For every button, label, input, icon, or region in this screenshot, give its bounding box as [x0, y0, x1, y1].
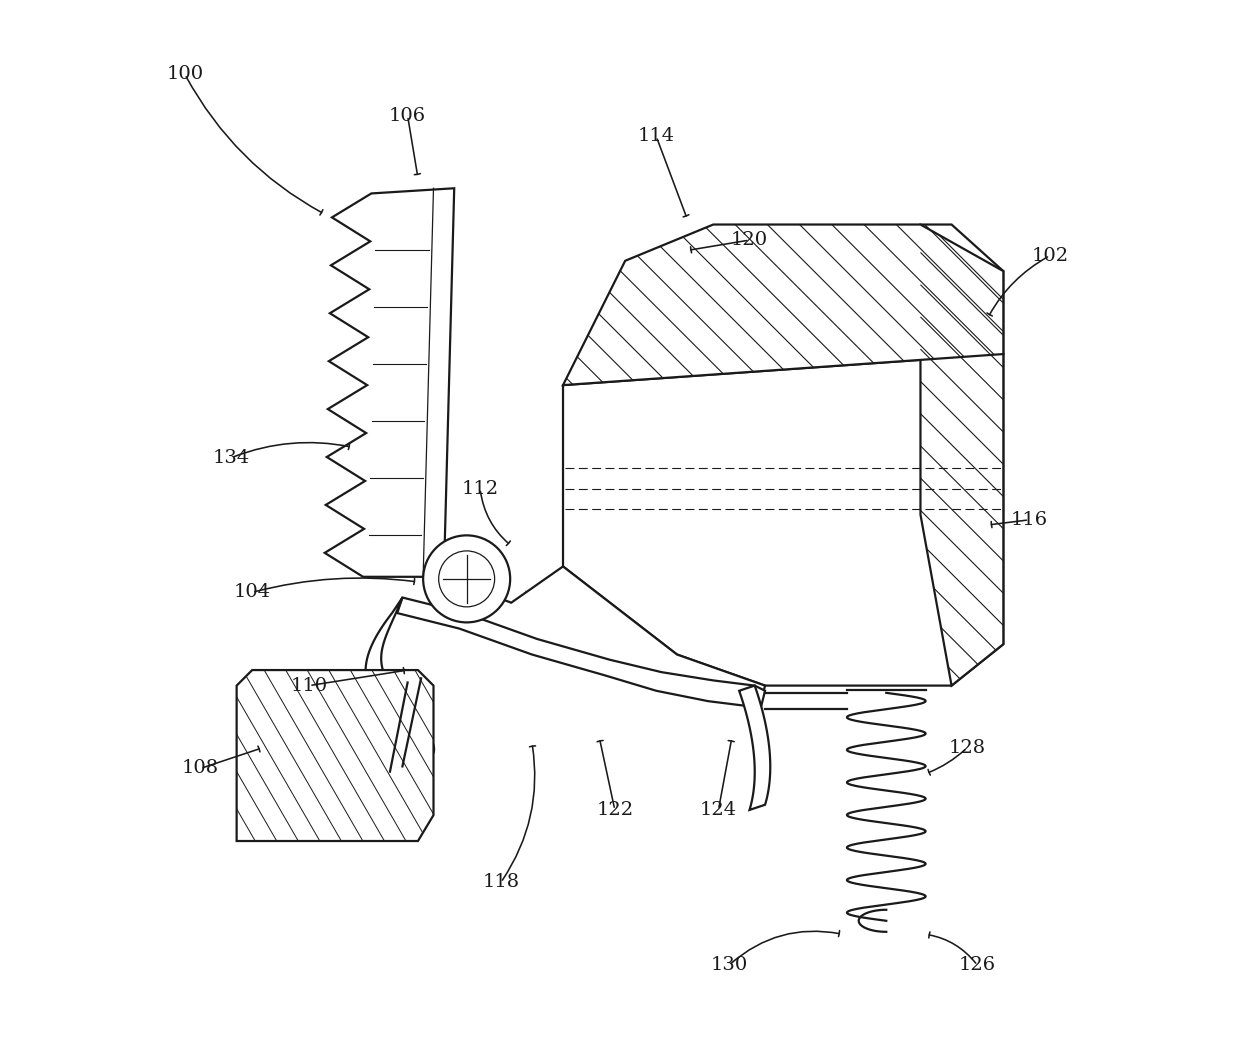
- Polygon shape: [439, 566, 765, 707]
- Text: 100: 100: [166, 65, 203, 83]
- Text: 130: 130: [711, 957, 748, 974]
- Text: 106: 106: [389, 107, 427, 125]
- Text: 114: 114: [637, 127, 675, 146]
- Text: 112: 112: [461, 480, 498, 498]
- Text: 126: 126: [959, 957, 996, 974]
- Polygon shape: [563, 354, 1003, 686]
- Text: 122: 122: [596, 801, 634, 819]
- Polygon shape: [563, 225, 1003, 385]
- Polygon shape: [325, 188, 454, 576]
- Polygon shape: [739, 686, 770, 810]
- Text: 124: 124: [699, 801, 737, 819]
- Text: 102: 102: [1032, 247, 1069, 265]
- Circle shape: [423, 536, 510, 623]
- Text: 104: 104: [233, 584, 270, 602]
- Text: 120: 120: [730, 231, 768, 249]
- Polygon shape: [920, 225, 1003, 686]
- Text: 134: 134: [213, 448, 250, 466]
- Text: 110: 110: [290, 676, 327, 695]
- Circle shape: [439, 551, 495, 607]
- Text: 118: 118: [482, 874, 520, 891]
- Polygon shape: [237, 670, 434, 841]
- Text: 108: 108: [182, 759, 219, 777]
- Text: 128: 128: [949, 739, 986, 757]
- Text: 116: 116: [1011, 510, 1048, 529]
- Polygon shape: [366, 597, 434, 766]
- Polygon shape: [397, 597, 765, 712]
